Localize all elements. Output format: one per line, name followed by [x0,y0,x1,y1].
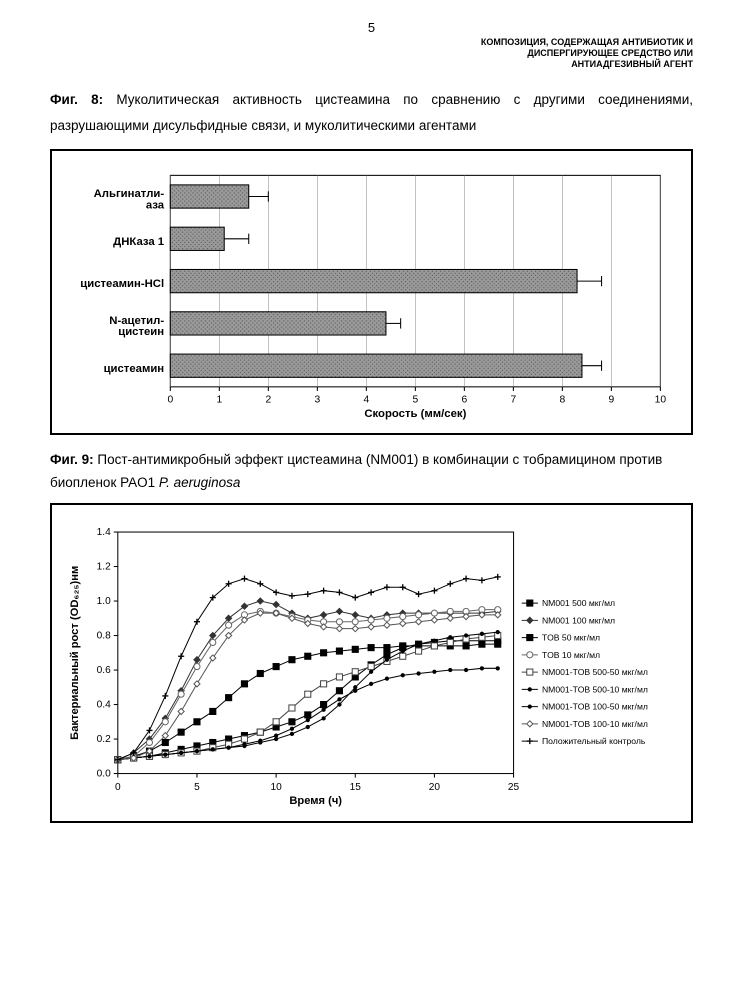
svg-text:0.2: 0.2 [97,734,111,745]
fig9-caption-italic: P. aeruginosa [159,475,241,490]
svg-text:цистеамин: цистеамин [104,362,165,374]
svg-text:0.4: 0.4 [97,699,111,710]
header-line: ДИСПЕРГИРУЮЩЕЕ СРЕДСТВО ИЛИ [50,48,693,59]
fig8-bar-chart: 0 1 2 3 4 5 6 7 8 9 10 Альгинатли-аза ДНКаза 1 цистеа… [62,159,681,429]
svg-text:25: 25 [508,781,520,792]
svg-text:10: 10 [655,394,667,405]
fig9-label: Фиг. 9: [50,452,94,467]
fig8-label: Фиг. 8: [50,92,103,107]
svg-text:5: 5 [194,781,200,792]
svg-text:цистеамин-HCl: цистеамин-HCl [80,278,164,290]
svg-text:Время (ч): Время (ч) [289,795,342,807]
svg-text:1: 1 [216,394,222,405]
svg-text:10: 10 [270,781,282,792]
svg-text:20: 20 [429,781,441,792]
svg-text:Скорость (мм/сек): Скорость (мм/сек) [364,407,466,419]
svg-text:7: 7 [510,394,516,405]
svg-text:0.8: 0.8 [97,630,111,641]
svg-text:1.2: 1.2 [97,561,111,572]
fig9-caption-text: Пост-антимикробный эффект цистеамина (NM… [50,452,662,490]
fig9-line-chart: 0 5 10 15 20 25 0.0 0.2 0.4 0.6 0.8 1.0 1.2 1.4 Время … [62,517,681,817]
svg-text:NM001 500 мкг/мл: NM001 500 мкг/мл [542,598,615,608]
svg-text:ДНКаза 1: ДНКаза 1 [113,236,164,248]
svg-text:5: 5 [412,394,418,405]
svg-text:цистеин: цистеин [118,326,164,338]
svg-text:TOB 50 мкг/мл: TOB 50 мкг/мл [542,632,600,642]
svg-text:2: 2 [265,394,271,405]
svg-text:0.0: 0.0 [97,768,111,779]
page-number: 5 [50,20,693,35]
fig9-caption: Фиг. 9: Пост-антимикробный эффект цистеа… [50,449,693,495]
svg-text:Альгинатли-: Альгинатли- [94,188,165,200]
svg-text:6: 6 [461,394,467,405]
svg-text:аза: аза [146,199,165,211]
svg-text:1.0: 1.0 [97,596,111,607]
svg-text:0: 0 [115,781,121,792]
svg-text:Бактериальный рост (OD₆₂₅)нм: Бактериальный рост (OD₆₂₅)нм [69,565,81,739]
svg-text:Положительный контроль: Положительный контроль [542,736,646,746]
svg-text:0.6: 0.6 [97,665,111,676]
svg-text:9: 9 [608,394,614,405]
svg-text:4: 4 [363,394,369,405]
svg-text:NM001-TOB 100-10 мкг/мл: NM001-TOB 100-10 мкг/мл [542,718,648,728]
document-header: КОМПОЗИЦИЯ, СОДЕРЖАЩАЯ АНТИБИОТИК И ДИСП… [50,37,693,69]
svg-text:N-ацетил-: N-ацетил- [109,314,164,326]
svg-text:NM001-TOB 500-50 мкг/мл: NM001-TOB 500-50 мкг/мл [542,667,648,677]
page: 5 КОМПОЗИЦИЯ, СОДЕРЖАЩАЯ АНТИБИОТИК И ДИ… [0,0,743,853]
header-line: КОМПОЗИЦИЯ, СОДЕРЖАЩАЯ АНТИБИОТИК И [50,37,693,48]
fig9-chart-box: 0 5 10 15 20 25 0.0 0.2 0.4 0.6 0.8 1.0 1.2 1.4 Время … [50,503,693,823]
fig8-caption-text: Муколитическая активность цистеамина по … [50,92,693,133]
svg-text:8: 8 [559,394,565,405]
svg-text:NM001-TOB 100-50 мкг/мл: NM001-TOB 100-50 мкг/мл [542,701,648,711]
fig8-caption: Фиг. 8: Муколитическая активность цистеа… [50,87,693,138]
svg-text:3: 3 [314,394,320,405]
header-line: АНТИАДГЕЗИВНЫЙ АГЕНТ [50,59,693,70]
svg-text:15: 15 [350,781,362,792]
svg-text:TOB 10 мкг/мл: TOB 10 мкг/мл [542,649,600,659]
svg-text:0: 0 [167,394,173,405]
svg-text:NM001-TOB 500-10 мкг/мл: NM001-TOB 500-10 мкг/мл [542,684,648,694]
svg-text:1.4: 1.4 [97,527,111,538]
svg-text:NM001 100 мкг/мл: NM001 100 мкг/мл [542,615,615,625]
fig8-chart-box: 0 1 2 3 4 5 6 7 8 9 10 Альгинатли-аза ДНКаза 1 цистеа… [50,149,693,435]
